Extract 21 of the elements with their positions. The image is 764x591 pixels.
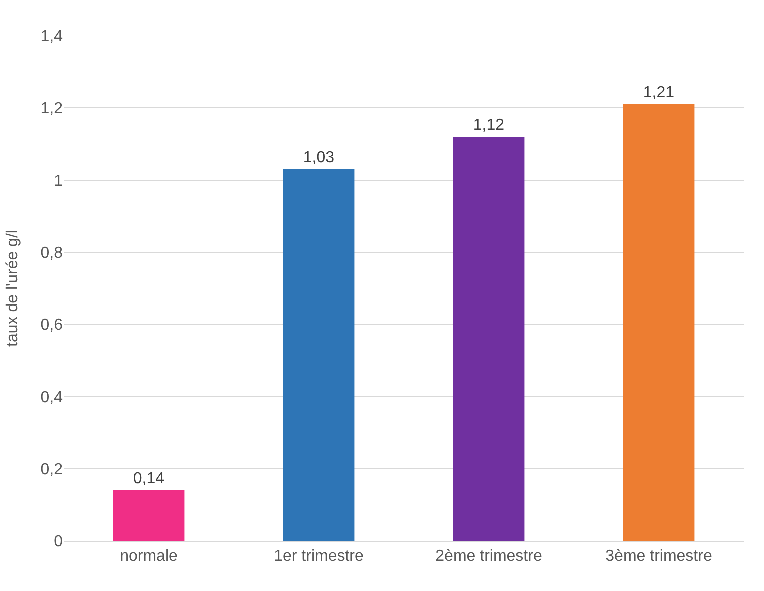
bar [623,104,695,541]
y-tick-label: 0,4 [40,389,64,406]
x-tick-label: 2ème trimestre [436,548,542,566]
y-tick-label: 0,6 [40,317,64,334]
data-label: 0,14 [133,470,165,488]
data-label: 1,03 [303,149,335,166]
data-label: 1,12 [473,117,505,134]
x-tick-label: 1er trimestre [274,548,364,566]
bar [453,137,525,541]
y-tick-label: 1 [54,172,64,190]
y-tick-label: 0 [54,534,64,551]
x-tick-label: normale [120,548,178,566]
y-tick-label: 1,4 [40,28,64,46]
data-label: 1,21 [643,84,675,102]
y-tick-label: 1,2 [40,100,64,118]
y-tick-label: 0,2 [40,461,64,478]
x-tick-label: 3ème trimestre [606,548,712,566]
bar [113,490,185,541]
bar [283,169,355,541]
y-axis-title: taux de l'urée g/l [4,230,22,347]
y-tick-label: 0,8 [40,245,64,262]
